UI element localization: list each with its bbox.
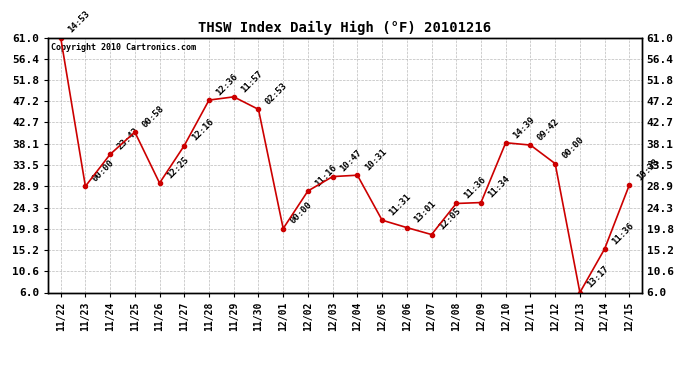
Text: 11:34: 11:34: [486, 174, 512, 200]
Text: 12:05: 12:05: [437, 206, 462, 232]
Text: 14:39: 14:39: [511, 115, 537, 140]
Text: 10:47: 10:47: [338, 148, 364, 174]
Text: 12:25: 12:25: [165, 155, 190, 180]
Text: 11:16: 11:16: [313, 163, 339, 188]
Text: 13:01: 13:01: [413, 200, 437, 225]
Text: 12:36: 12:36: [215, 72, 240, 98]
Text: 00:00: 00:00: [288, 200, 314, 226]
Text: 11:57: 11:57: [239, 69, 265, 94]
Text: 00:58: 00:58: [140, 104, 166, 129]
Text: 09:42: 09:42: [536, 117, 562, 142]
Text: 23:43: 23:43: [116, 126, 141, 152]
Text: 13:17: 13:17: [585, 264, 611, 290]
Text: 00:00: 00:00: [91, 158, 117, 183]
Text: 00:00: 00:00: [561, 135, 586, 161]
Text: 11:31: 11:31: [388, 192, 413, 217]
Text: 11:36: 11:36: [610, 221, 635, 246]
Text: Copyright 2010 Cartronics.com: Copyright 2010 Cartronics.com: [51, 43, 196, 52]
Text: 14:53: 14:53: [66, 9, 92, 35]
Text: 10:31: 10:31: [363, 147, 388, 172]
Text: 02:53: 02:53: [264, 81, 289, 106]
Text: 11:36: 11:36: [462, 176, 487, 201]
Text: 10:38: 10:38: [635, 157, 660, 182]
Title: THSW Index Daily High (°F) 20101216: THSW Index Daily High (°F) 20101216: [199, 21, 491, 35]
Text: 12:16: 12:16: [190, 117, 215, 143]
